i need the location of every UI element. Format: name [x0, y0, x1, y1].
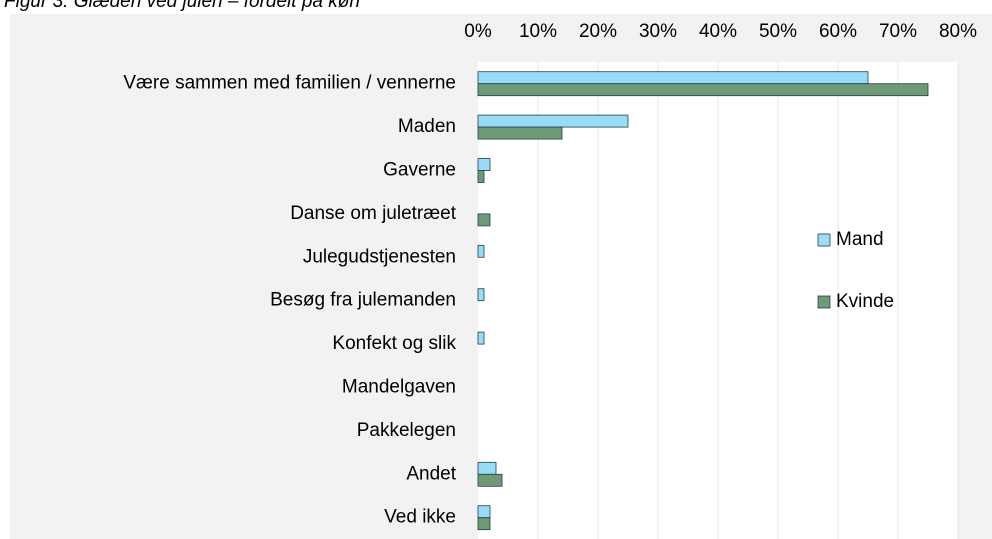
bar	[477, 213, 491, 227]
y-tick-label: Mandelgaven	[342, 377, 456, 398]
bar	[477, 331, 485, 345]
legend-swatch	[817, 233, 831, 247]
x-tick-label: 10%	[519, 21, 557, 42]
bar	[477, 71, 869, 85]
bar	[477, 461, 497, 475]
legend-label: Mand	[836, 229, 884, 250]
bar	[477, 473, 503, 487]
x-tick-label: 30%	[639, 21, 677, 42]
x-tick-label: 60%	[819, 21, 857, 42]
y-tick-label: Pakkelegen	[357, 420, 456, 441]
y-tick-label: Besøg fra julemanden	[270, 290, 456, 311]
legend-label: Kvinde	[836, 291, 894, 312]
bar	[477, 170, 485, 183]
y-tick-label: Andet	[406, 463, 456, 484]
y-tick-label: Konfekt og slik	[332, 333, 456, 354]
bar	[477, 126, 563, 140]
bar	[477, 114, 629, 128]
y-tick-label: Julegudstjenesten	[303, 246, 456, 267]
y-tick-label: Gaverne	[383, 160, 456, 181]
bar	[477, 517, 491, 531]
legend-swatch	[817, 295, 831, 309]
x-tick-label: 50%	[759, 21, 797, 42]
bar	[477, 244, 485, 258]
x-tick-label: 80%	[939, 21, 977, 42]
chart-title: Figur 3: Glæden ved julen – fordelt på k…	[4, 0, 360, 12]
x-tick-label: 70%	[879, 21, 917, 42]
x-tick-label: 0%	[464, 21, 492, 42]
bar	[477, 83, 929, 97]
bar	[477, 158, 491, 171]
bar	[477, 505, 491, 519]
y-tick-label: Være sammen med familien / vennerne	[123, 73, 456, 94]
y-tick-label: Ved ikke	[384, 507, 456, 528]
x-tick-label: 20%	[579, 21, 617, 42]
y-tick-label: Maden	[398, 116, 456, 137]
bar	[477, 288, 485, 302]
x-tick-label: 40%	[699, 21, 737, 42]
y-tick-label: Danse om juletræet	[290, 203, 457, 224]
